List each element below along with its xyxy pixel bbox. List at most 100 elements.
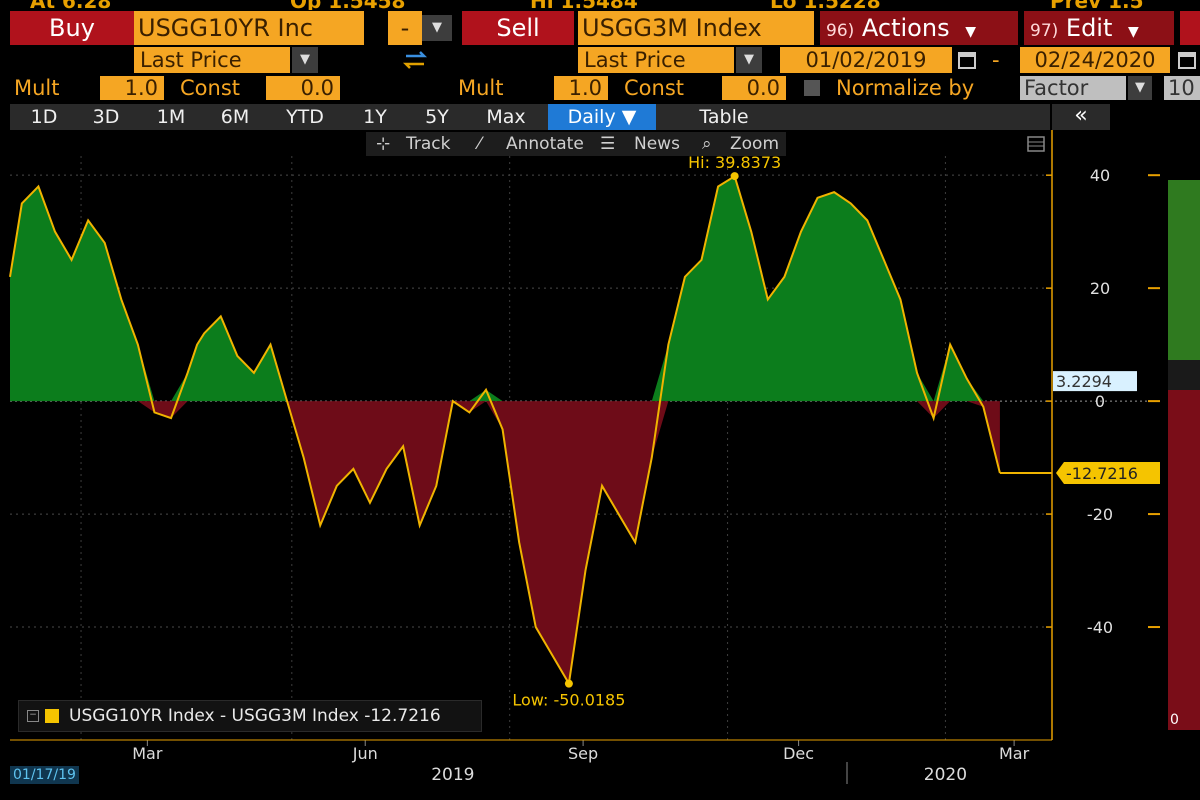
year-label: 2020 bbox=[924, 765, 967, 785]
series-line bbox=[9, 174, 1001, 687]
x-tick-label: Dec bbox=[783, 744, 814, 763]
y-tick-label: 40 bbox=[1090, 166, 1110, 185]
secondary-value-badge bbox=[1053, 371, 1137, 392]
tab-1y[interactable]: 1Y bbox=[363, 106, 387, 128]
sell-button[interactable]: Sell bbox=[462, 11, 574, 45]
news-button[interactable]: News bbox=[634, 134, 680, 154]
zoom-button[interactable]: Zoom bbox=[730, 134, 780, 154]
hi-low-markers: Hi: 39.8373 Low: -50.0185 bbox=[512, 153, 781, 710]
x-axis: Mar Jun Sep Dec Mar 2019 2020 bbox=[132, 740, 1030, 785]
chart-options-icon[interactable] bbox=[1026, 134, 1046, 154]
news-icon[interactable]: ☰ bbox=[600, 134, 616, 154]
side-negative-block bbox=[1168, 390, 1200, 730]
annotate-button[interactable]: Annotate bbox=[506, 134, 584, 154]
edit-number: 97) bbox=[1030, 21, 1059, 41]
quote-high: Hi 1.5484 bbox=[530, 0, 638, 10]
quote-strip: At 6.28 Op 1.5458 Hi 1.5484 Lo 1.5228 Pr… bbox=[0, 0, 1200, 10]
normalize-select[interactable]: Factor bbox=[1020, 76, 1126, 100]
legend-toggle-icon[interactable]: − bbox=[27, 710, 39, 722]
y-tick-label: 20 bbox=[1090, 279, 1110, 298]
side-zero-label: 0 bbox=[1170, 712, 1179, 728]
track-icon[interactable]: ⊹ bbox=[376, 134, 391, 154]
positive-area bbox=[10, 176, 1000, 402]
mult-input-left[interactable]: 1.0 bbox=[100, 76, 164, 100]
date-range-dash: - bbox=[992, 48, 1000, 72]
end-date-input[interactable]: 02/24/2020 bbox=[1020, 47, 1170, 73]
secondary-value-label: 3.2294 bbox=[1056, 372, 1112, 391]
range-tabs: 1D 3D 1M 6M YTD 1Y 5Y Max Daily ▼ Table bbox=[10, 104, 1050, 130]
track-button[interactable]: Track bbox=[406, 134, 451, 154]
low-marker bbox=[564, 679, 573, 688]
buy-field-select[interactable]: Last Price bbox=[134, 47, 290, 73]
side-neutral-block bbox=[1168, 360, 1200, 390]
hi-marker bbox=[730, 172, 739, 181]
hi-label: Hi: 39.8373 bbox=[688, 153, 781, 172]
x-tick-label: Sep bbox=[568, 744, 598, 763]
tab-6m[interactable]: 6M bbox=[220, 106, 250, 128]
calendar-icon[interactable] bbox=[956, 48, 978, 72]
y-tick-label: 0 bbox=[1095, 392, 1105, 411]
x-tick-label: Mar bbox=[132, 744, 163, 763]
chevron-down-icon[interactable]: ▼ bbox=[1128, 76, 1152, 100]
y-tick-label: -40 bbox=[1087, 618, 1113, 637]
side-positive-block bbox=[1168, 180, 1200, 360]
tab-5y[interactable]: 5Y bbox=[425, 106, 449, 128]
normalize-checkbox[interactable] bbox=[804, 80, 820, 96]
y-tick-label: -20 bbox=[1087, 505, 1113, 524]
minus-operator-select[interactable]: - bbox=[388, 11, 422, 45]
tab-daily[interactable]: Daily ▼ bbox=[548, 104, 656, 130]
tab-1m[interactable]: 1M bbox=[156, 106, 186, 128]
calendar-icon[interactable] bbox=[1176, 48, 1198, 72]
actions-label: Actions bbox=[861, 14, 950, 42]
mult-label-left: Mult bbox=[14, 76, 60, 100]
actions-menu-button[interactable]: 96) Actions ▼ bbox=[820, 11, 1018, 45]
year-label: 2019 bbox=[431, 765, 474, 785]
normalize-label: Normalize by bbox=[836, 76, 975, 100]
const-label-right: Const bbox=[624, 76, 684, 100]
current-value-label: -12.7216 bbox=[1066, 464, 1138, 483]
chevron-down-icon: ▼ bbox=[965, 24, 976, 40]
const-input-right[interactable]: 0.0 bbox=[722, 76, 786, 100]
sell-field-select[interactable]: Last Price bbox=[578, 47, 734, 73]
operator-dropdown-icon[interactable]: ▼ bbox=[422, 15, 452, 41]
annotate-icon[interactable]: ⁄ bbox=[478, 134, 481, 154]
x-tick-label: Mar bbox=[999, 744, 1030, 763]
chart-toolbar: ⊹ Track ⁄ Annotate ☰ News ⌕ Zoom bbox=[366, 132, 786, 156]
const-input-left[interactable]: 0.0 bbox=[266, 76, 340, 100]
buy-button[interactable]: Buy bbox=[10, 11, 134, 45]
const-label-left: Const bbox=[180, 76, 240, 100]
start-date-input[interactable]: 01/02/2019 bbox=[780, 47, 952, 73]
mult-label-right: Mult bbox=[458, 76, 504, 100]
chevron-down-icon: ▼ bbox=[1128, 24, 1139, 40]
current-value-badge bbox=[1056, 461, 1160, 484]
edit-menu-button[interactable]: 97) Edit ▼ bbox=[1024, 11, 1174, 45]
chart-legend[interactable]: − USGG10YR Index - USGG3M Index -12.7216 bbox=[18, 700, 482, 732]
quote-at: At 6.28 bbox=[30, 0, 111, 10]
swap-icon[interactable] bbox=[400, 47, 430, 73]
chevron-down-icon[interactable]: ▼ bbox=[736, 47, 762, 73]
mult-input-right[interactable]: 1.0 bbox=[554, 76, 608, 100]
low-label: Low: -50.0185 bbox=[512, 691, 625, 710]
y-axis: 40 20 0 -20 -40 3.2294 -12.7216 bbox=[1046, 166, 1160, 637]
tab-3d[interactable]: 3D bbox=[92, 106, 120, 128]
x-tick-label: Jun bbox=[352, 744, 378, 763]
actions-number: 96) bbox=[826, 21, 855, 41]
sell-ticker-input[interactable]: USGG3M Index bbox=[578, 11, 814, 45]
extra-menu-button[interactable] bbox=[1180, 11, 1200, 45]
tab-max[interactable]: Max bbox=[486, 106, 526, 128]
side-panel: 0 bbox=[1160, 132, 1200, 740]
tab-ytd[interactable]: YTD bbox=[286, 106, 324, 128]
collapse-panel-button[interactable]: « bbox=[1052, 104, 1110, 130]
legend-color-swatch bbox=[45, 709, 59, 723]
tab-table[interactable]: Table bbox=[699, 106, 749, 128]
chevron-down-icon[interactable]: ▼ bbox=[292, 47, 318, 73]
normalize-amount[interactable]: 10 bbox=[1164, 76, 1200, 100]
tab-1d[interactable]: 1D bbox=[30, 106, 58, 128]
zoom-icon[interactable]: ⌕ bbox=[702, 134, 712, 154]
start-date-label: 01/17/19 bbox=[10, 766, 79, 784]
legend-text: USGG10YR Index - USGG3M Index -12.7216 bbox=[69, 706, 441, 726]
quote-open: Op 1.5458 bbox=[290, 0, 405, 10]
edit-label: Edit bbox=[1065, 14, 1113, 42]
buy-ticker-input[interactable]: USGG10YR Inc bbox=[134, 11, 364, 45]
